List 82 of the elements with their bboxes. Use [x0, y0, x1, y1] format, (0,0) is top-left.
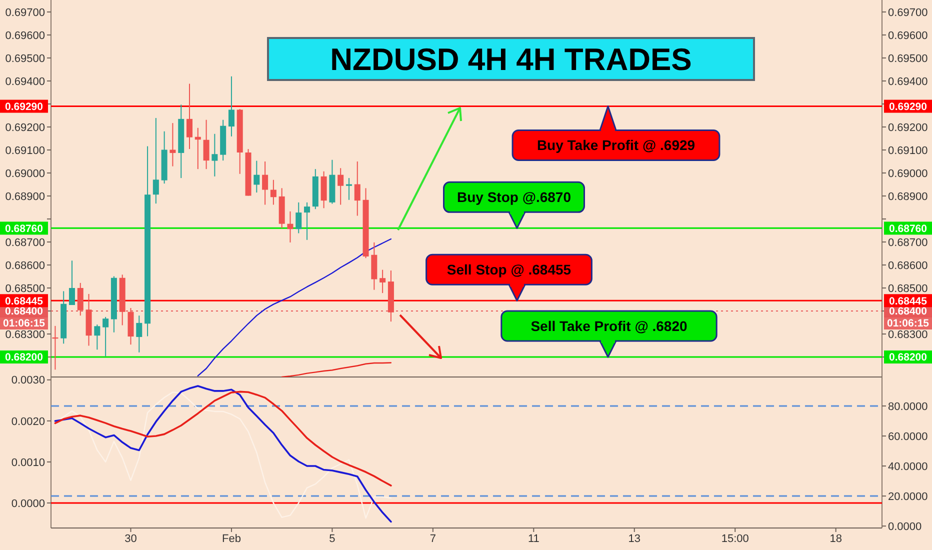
text: 01:06:15	[886, 318, 930, 330]
candlestick	[380, 269, 386, 294]
candlestick	[287, 210, 294, 243]
text: 0.69290	[5, 100, 43, 113]
x-tick-label: Feb	[222, 533, 241, 545]
candlestick	[136, 315, 142, 353]
y-tick-label: 0.68900	[5, 190, 45, 203]
title-banner: NZDUSD 4H 4H TRADES	[267, 37, 755, 81]
candlestick	[68, 260, 75, 306]
candlestick	[94, 324, 100, 350]
y-tick-label: 0.0020	[11, 416, 45, 428]
y-tick-label: 0.68600	[5, 260, 45, 272]
x-tick-label: 18	[830, 533, 842, 545]
annotation: Buy Stop @.6870	[456, 189, 572, 206]
candlestick	[262, 160, 268, 206]
candlestick	[354, 160, 360, 216]
y2-tick-label: 0.69500	[888, 52, 928, 65]
ref-line-label: 0.69290	[889, 100, 928, 113]
text: 0.68445	[5, 295, 43, 308]
candlestick	[203, 119, 210, 170]
candlestick	[228, 76, 234, 137]
text: 01:06:15	[2, 318, 46, 330]
y-tick-label: 0.0010	[11, 456, 45, 469]
y2-tick-label: 60.0000	[888, 430, 928, 443]
annotation: Sell Take Profit @ .6820	[530, 318, 688, 334]
candlestick	[338, 168, 344, 206]
ref-line-label: 0.68400	[889, 306, 928, 318]
ref-line-label: 0.68200	[889, 352, 928, 364]
candlestick	[270, 179, 276, 206]
line-series	[281, 362, 392, 377]
text: 0.68760	[5, 222, 43, 235]
y2-tick-label: 0.69600	[888, 30, 928, 42]
y2-tick-label: 0.69200	[888, 122, 928, 134]
candlestick	[212, 133, 218, 177]
x-tick-label: 5	[329, 533, 336, 545]
annotation: Sell Stop @ .68455	[446, 262, 572, 278]
y2-tick-label: 0.69400	[888, 76, 928, 88]
y2-tick-label: 20.0000	[888, 490, 928, 503]
y-tick-label: 0.69400	[5, 76, 45, 88]
x-tick-label: 30	[124, 533, 137, 545]
y2-tick-label: 0.68600	[888, 260, 928, 272]
y2-tick-label: 0.69100	[888, 144, 928, 157]
text: 0.68400	[5, 306, 43, 318]
x-tick-label: 13	[628, 533, 641, 545]
y2-tick-label: 80.0000	[888, 400, 928, 413]
y-tick-label: 0.68300	[5, 328, 45, 341]
y2-tick-label: 0.0000	[888, 520, 922, 533]
y2-tick-label: 0.68300	[888, 328, 928, 341]
candlestick	[194, 127, 201, 170]
y-tick-label: 0.69600	[5, 30, 45, 42]
y2-tick-label: 0.68900	[888, 190, 928, 203]
line-series	[54, 390, 392, 486]
y2-tick-label: 40.0000	[888, 460, 928, 473]
x-tick-label: 11	[528, 533, 540, 545]
candlestick	[304, 202, 310, 240]
y-tick-label: 0.68700	[5, 236, 45, 249]
candlestick	[102, 316, 109, 357]
x-tick-label: 15:00	[721, 533, 749, 545]
candlestick	[152, 118, 159, 204]
y2-tick-label: 0.69700	[888, 6, 928, 19]
candlestick	[346, 178, 352, 200]
y2-tick-label: 0.69000	[888, 168, 928, 180]
line-series	[197, 238, 392, 376]
y-tick-label: 0.0030	[11, 374, 45, 387]
ref-line-label: 0.68760	[889, 222, 928, 235]
annotation: Buy Take Profit @ .6929	[536, 137, 696, 154]
y-tick-label: 0.69000	[5, 168, 45, 180]
y-tick-label: 0.69500	[5, 52, 45, 65]
candlestick	[254, 160, 260, 194]
ref-line-label: 0.68445	[889, 295, 928, 308]
text: 0.68200	[5, 352, 43, 364]
y-tick-label: 0.69200	[5, 122, 45, 134]
y-tick-label: 0.69700	[5, 6, 45, 19]
y2-tick-label: 0.68500	[888, 282, 928, 295]
x-tick-label: 7	[430, 533, 436, 545]
y-tick-label: 0.0000	[11, 498, 45, 510]
candlestick	[170, 122, 176, 167]
y-tick-label: 0.69100	[5, 144, 45, 157]
candlestick	[296, 202, 302, 234]
y-tick-label: 0.68500	[5, 282, 45, 295]
y2-tick-label: 0.68700	[888, 236, 928, 249]
candlestick	[186, 83, 192, 150]
